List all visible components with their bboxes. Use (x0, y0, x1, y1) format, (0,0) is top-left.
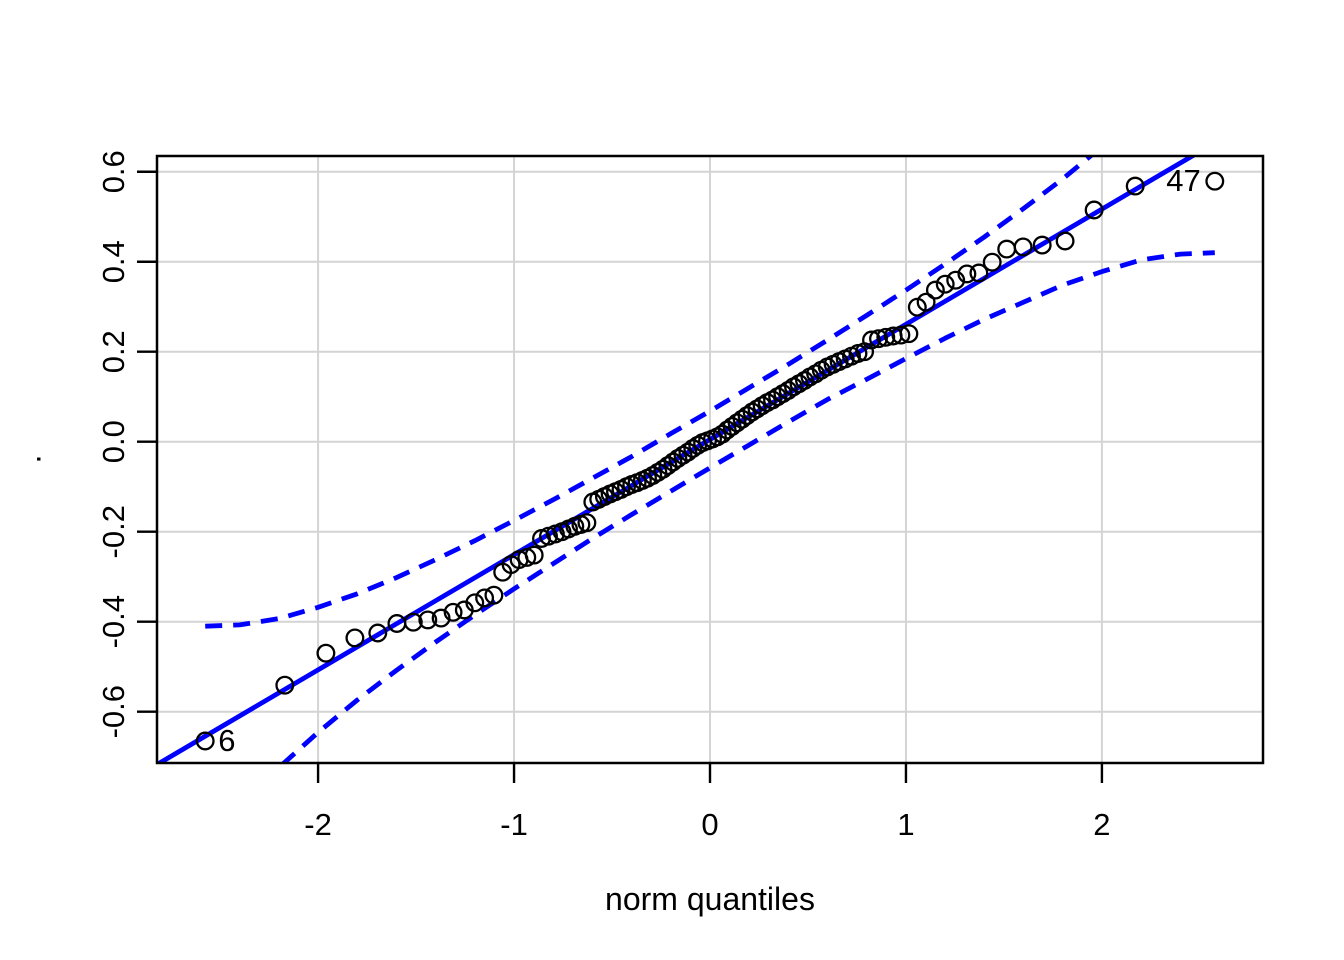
data-point (475, 588, 495, 608)
x-tick-label: 2 (1093, 807, 1110, 842)
data-point (737, 406, 757, 426)
data-point (1013, 237, 1033, 257)
data-point (683, 439, 703, 458)
y-tick-label: -0.2 (96, 505, 131, 558)
data-point (465, 593, 485, 613)
x-tick-label: -2 (304, 807, 332, 842)
data-point (1055, 231, 1075, 251)
point-label: 6 (218, 723, 235, 758)
data-point (778, 380, 798, 400)
data-point (316, 643, 336, 663)
grid-lines (157, 156, 1263, 763)
data-point (891, 325, 911, 345)
data-point (982, 252, 1002, 272)
data-point (862, 330, 881, 350)
data-point (869, 329, 888, 349)
data-point (957, 264, 977, 284)
data-point (925, 280, 945, 300)
y-tick-label: -0.4 (96, 595, 131, 648)
data-point (517, 547, 537, 567)
data-point (916, 292, 936, 312)
data-point (431, 608, 451, 628)
data-point (935, 274, 955, 294)
data-point (577, 513, 597, 533)
x-axis-label: norm quantiles (605, 881, 815, 917)
x-tick-label: -1 (500, 807, 528, 842)
data-point (969, 263, 989, 283)
x-tick-label: 0 (701, 807, 718, 842)
data-point (484, 585, 504, 605)
confidence-envelope-lower (280, 250, 1215, 763)
data-point (345, 628, 365, 648)
y-tick-label: -0.6 (96, 685, 131, 738)
data-point (946, 270, 966, 290)
data-point (997, 239, 1017, 259)
x-tick-label: 1 (897, 807, 914, 842)
data-point (524, 545, 544, 565)
point-label: 47 (1166, 163, 1200, 198)
data-point (663, 452, 683, 472)
data-point (1032, 235, 1052, 255)
data-point (443, 602, 463, 622)
data-point (1084, 200, 1104, 220)
data-point (368, 623, 388, 643)
data-points (195, 171, 1225, 751)
data-point (195, 731, 215, 751)
y-tick-label: 0.0 (96, 420, 131, 463)
data-point (418, 610, 438, 630)
y-axis-label: . (11, 454, 48, 464)
y-tick-label: 0.4 (96, 240, 131, 283)
data-point (678, 442, 698, 462)
data-point (403, 612, 423, 632)
y-tick-label: 0.2 (96, 330, 131, 373)
data-point (1205, 171, 1225, 191)
y-tick-label: 0.6 (96, 150, 131, 193)
data-point (899, 324, 919, 344)
data-point (275, 675, 295, 695)
confidence-envelope-upper (205, 156, 1095, 629)
data-point (742, 402, 762, 422)
plot-border (155, 154, 1265, 765)
data-point (1125, 176, 1145, 196)
data-point (876, 327, 896, 347)
data-point (673, 445, 693, 465)
